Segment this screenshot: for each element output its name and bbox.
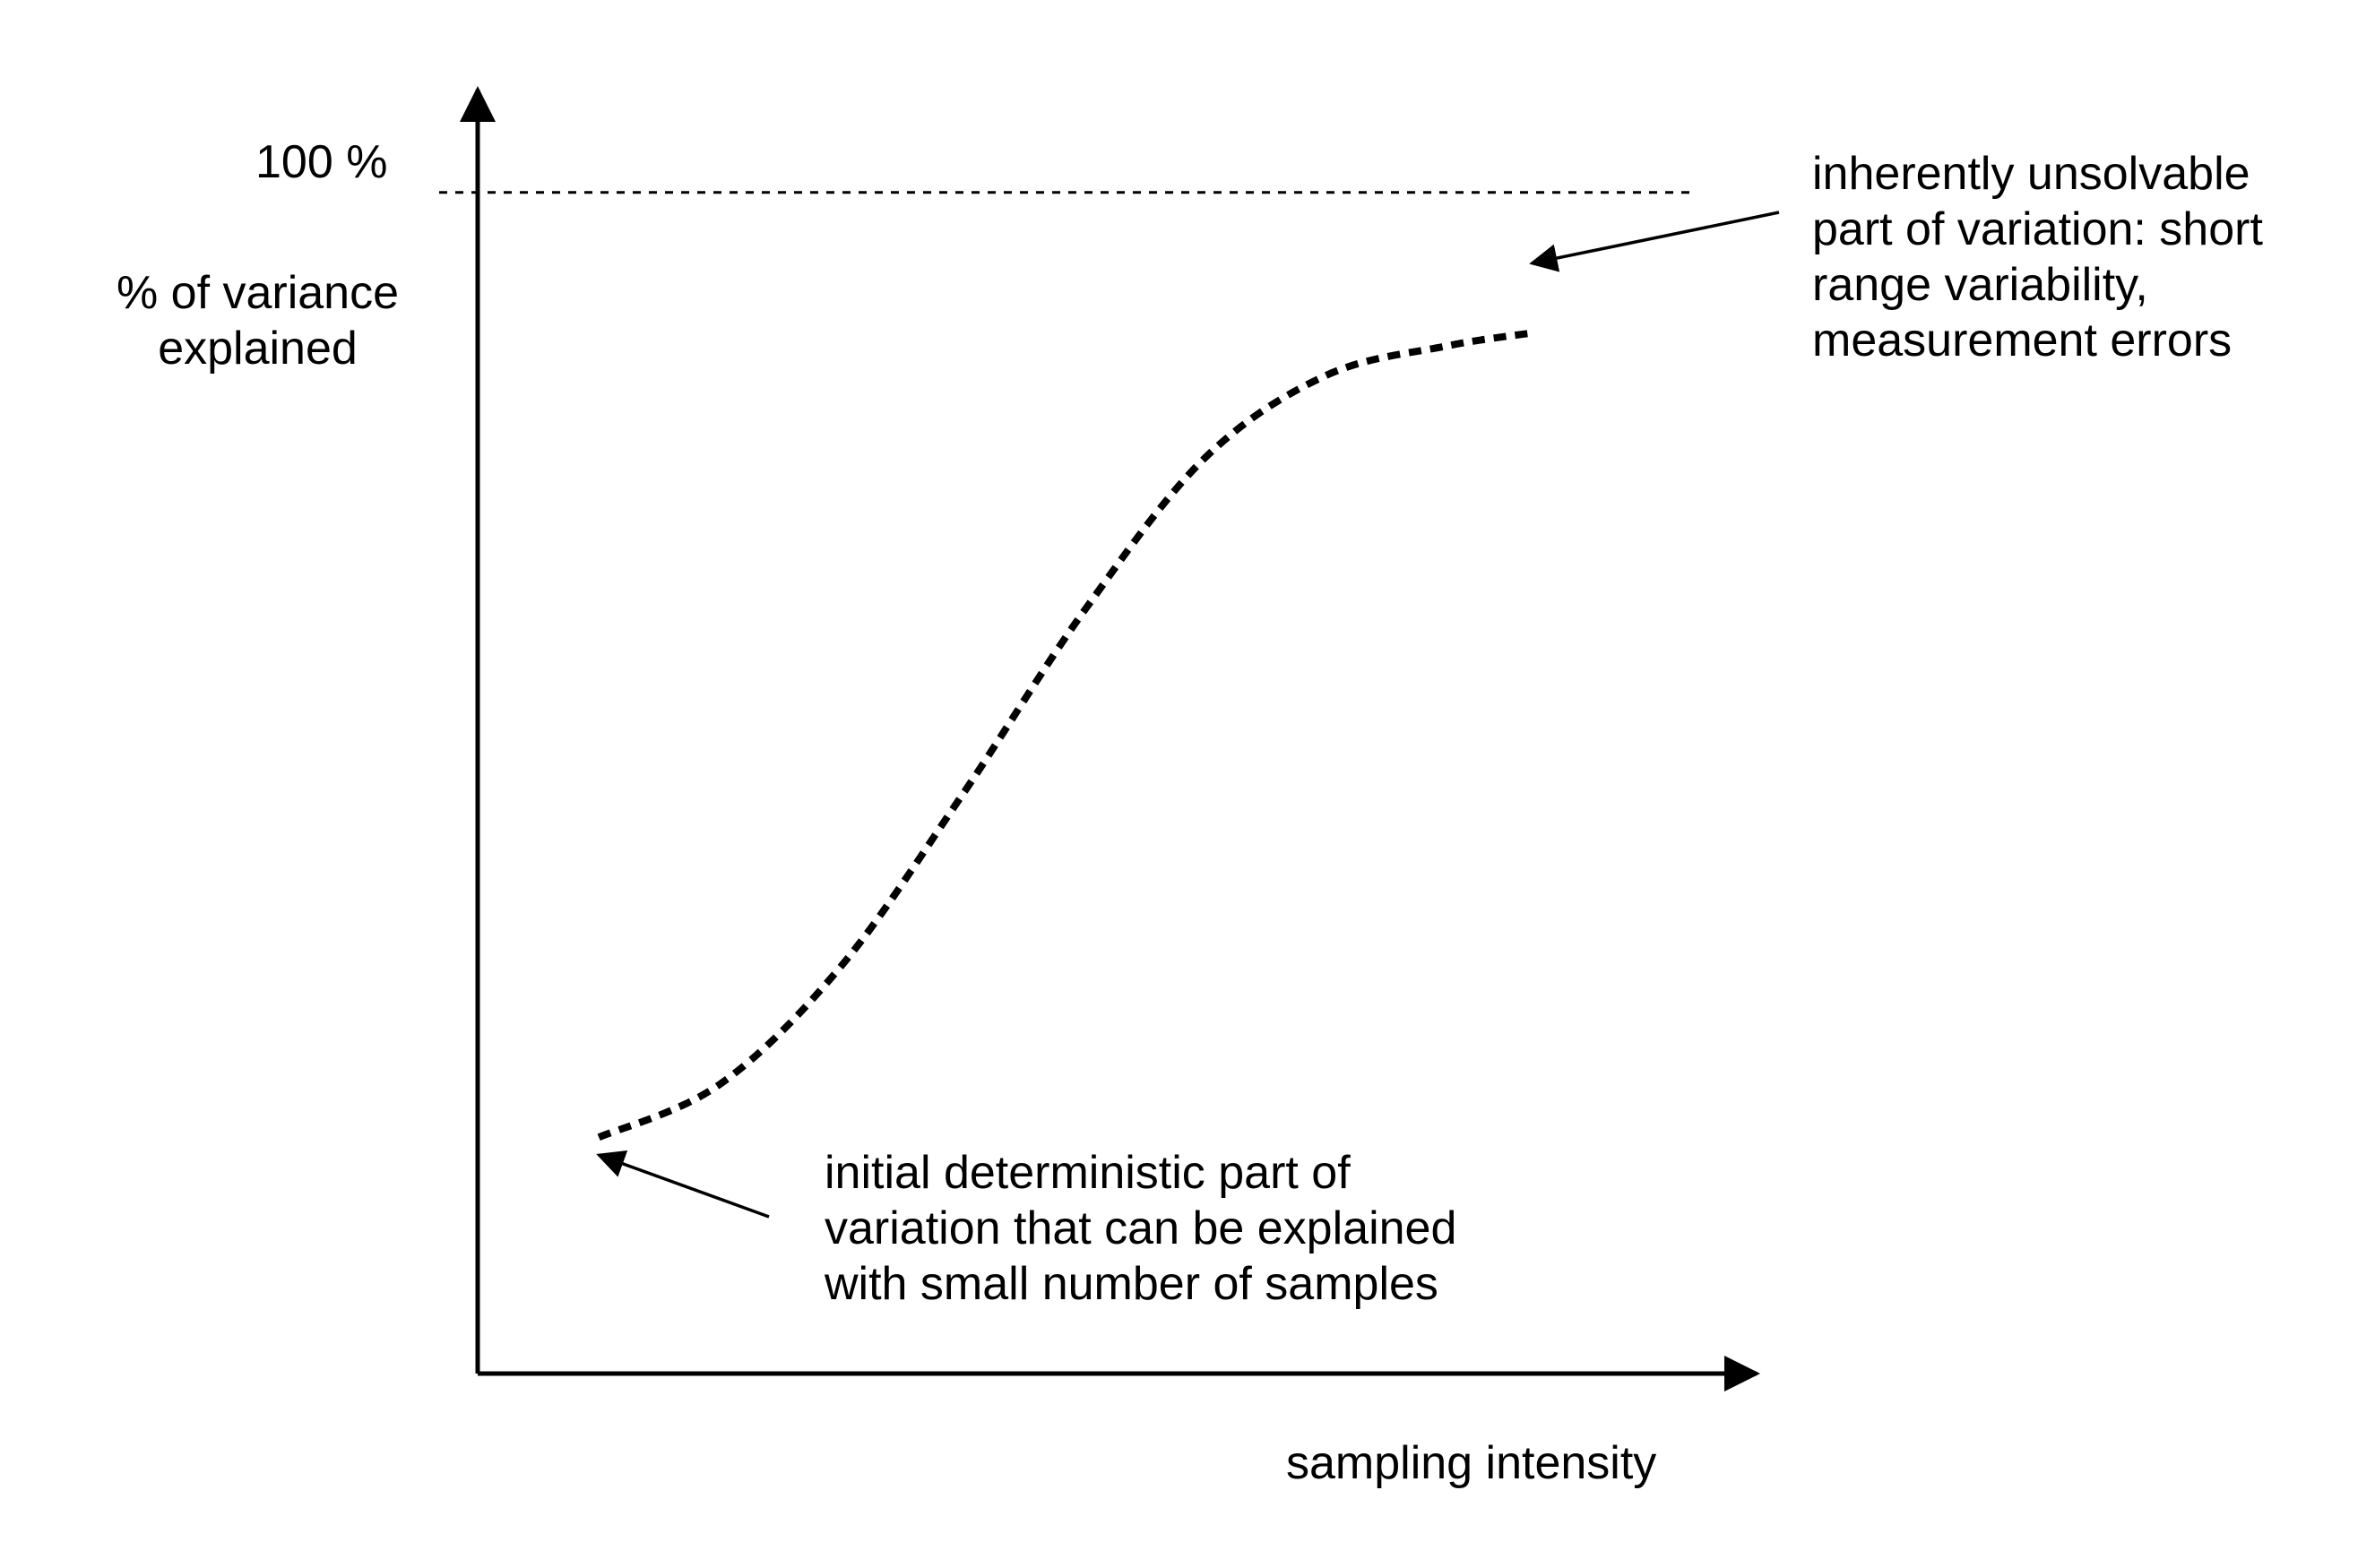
y-axis-label-line: explained (158, 323, 358, 375)
series-line (597, 329, 1533, 1141)
annotation-top: inherently unsolvable part of variation:… (1812, 146, 2263, 368)
annotation-line: initial deterministic part of (825, 1147, 1351, 1199)
y-tick-label: 100 % (255, 136, 388, 188)
y-axis-label: % of variance explained (85, 265, 430, 376)
annotation-bottom: initial deterministic part of variation … (825, 1145, 1456, 1312)
annotation-line: with small number of samples (825, 1258, 1438, 1310)
annotation-line: part of variation: short (1812, 203, 2263, 255)
annotation-line: inherently unsolvable (1812, 148, 2250, 200)
annotation-line: measurement errors (1812, 314, 2232, 366)
x-axis-label: sampling intensity (1286, 1437, 1657, 1489)
annotation-line: range variability, (1812, 259, 2148, 311)
y-axis-label-line: % of variance (116, 267, 400, 319)
annotation-arrow-top (1529, 211, 1780, 272)
annotation-line: variation that can be explained (825, 1202, 1457, 1254)
annotation-arrow-bottom (596, 1150, 770, 1219)
